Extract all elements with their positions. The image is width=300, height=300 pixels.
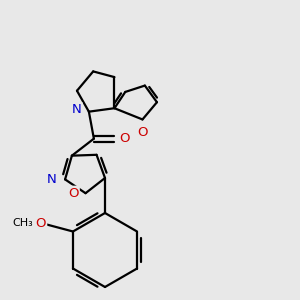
Text: O: O (36, 217, 46, 230)
Text: N: N (47, 173, 57, 186)
Text: O: O (137, 126, 148, 139)
Text: O: O (120, 132, 130, 145)
Text: CH₃: CH₃ (13, 218, 33, 229)
Text: O: O (68, 187, 79, 200)
Text: N: N (72, 103, 82, 116)
